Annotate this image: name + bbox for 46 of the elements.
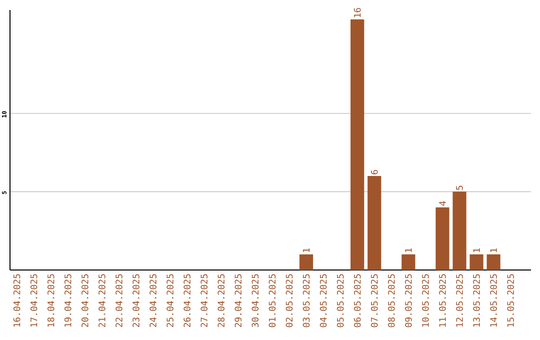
x-tick-label: 08.05.2025 bbox=[388, 274, 395, 328]
x-tick-label: 02.05.2025 bbox=[286, 274, 293, 328]
bar bbox=[470, 254, 484, 270]
data-label: 1 bbox=[405, 248, 412, 252]
data-label: 6 bbox=[370, 170, 378, 174]
bar bbox=[350, 19, 364, 270]
bar bbox=[368, 176, 382, 270]
x-tick-label: 01.05.2025 bbox=[268, 274, 276, 328]
x-tick-label: 24.04.2025 bbox=[150, 274, 156, 328]
x-tick-label: 17.04.2025 bbox=[30, 274, 38, 327]
x-tick-label: 06.05.2025 bbox=[354, 274, 361, 328]
bar bbox=[452, 192, 466, 270]
x-tick-label: 09.05.2025 bbox=[405, 274, 412, 328]
x-tick-label: 25.04.2025 bbox=[166, 274, 174, 328]
x-tick-label: 11.05.2025 bbox=[439, 274, 446, 327]
x-tick-label: 22.04.2025 bbox=[116, 274, 122, 328]
x-tick-label: 20.04.2025 bbox=[82, 274, 88, 328]
x-tick-label: 07.05.2025 bbox=[370, 274, 378, 328]
bar bbox=[486, 254, 500, 270]
x-tick-label: 05.05.2025 bbox=[336, 274, 344, 328]
x-tick-label: 26.04.2025 bbox=[184, 274, 190, 328]
x-tick-label: 10.05.2025 bbox=[422, 274, 429, 327]
x-tick-label: 12.05.2025 bbox=[456, 274, 463, 327]
x-tick-label: 16.04.2025 bbox=[13, 274, 20, 327]
data-label: 1 bbox=[302, 248, 310, 252]
x-tick-label: 29.04.2025 bbox=[234, 274, 242, 328]
x-tick-label: 04.05.2025 bbox=[320, 274, 327, 328]
x-tick-label: 21.04.2025 bbox=[98, 274, 106, 328]
data-label: 1 bbox=[473, 248, 480, 252]
bar bbox=[436, 207, 450, 270]
x-tick-label: 19.04.2025 bbox=[64, 274, 72, 327]
x-tick-label: 30.04.2025 bbox=[252, 274, 259, 328]
x-tick-label: 15.05.2025 bbox=[507, 274, 514, 327]
x-tick-label: 23.04.2025 bbox=[132, 274, 140, 328]
bar bbox=[402, 254, 416, 270]
data-label: 5 bbox=[456, 186, 463, 190]
data-label: 16 bbox=[354, 8, 361, 18]
x-tick-label: 03.05.2025 bbox=[302, 274, 310, 328]
data-label: 1 bbox=[490, 248, 497, 252]
x-tick-label: 28.04.2025 bbox=[218, 274, 225, 328]
data-label: 4 bbox=[439, 201, 446, 206]
x-tick-label: 18.04.2025 bbox=[47, 274, 54, 327]
bar bbox=[299, 254, 314, 270]
x-tick-label: 14.05.2025 bbox=[490, 274, 497, 327]
x-tick-label: 13.05.2025 bbox=[473, 274, 480, 327]
x-tick-label: 27.04.2025 bbox=[200, 274, 208, 328]
